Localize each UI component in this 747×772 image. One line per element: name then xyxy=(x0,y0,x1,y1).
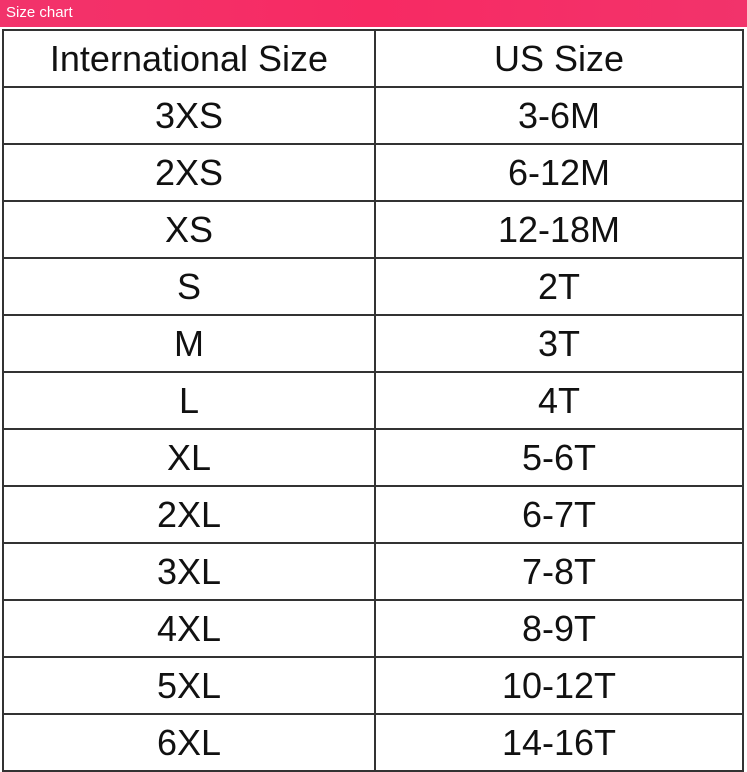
international-size-cell: 3XL xyxy=(2,542,376,601)
international-size-cell: 2XS xyxy=(2,143,376,202)
us-size-cell: 2T xyxy=(374,257,744,316)
us-size-cell: 6-12M xyxy=(374,143,744,202)
us-size-cell: 14-16T xyxy=(374,713,744,772)
international-size-cell: XS xyxy=(2,200,376,259)
international-size-cell: 2XL xyxy=(2,485,376,544)
us-size-cell: 7-8T xyxy=(374,542,744,601)
international-size-cell: L xyxy=(2,371,376,430)
international-size-cell: S xyxy=(2,257,376,316)
page-title: Size chart xyxy=(6,4,73,21)
table-row: L 4T xyxy=(2,371,744,430)
international-size-cell: 5XL xyxy=(2,656,376,715)
table-header-row: International Size US Size xyxy=(2,29,744,88)
table-row: 3XS 3-6M xyxy=(2,86,744,145)
us-size-cell: 5-6T xyxy=(374,428,744,487)
table-row: XL 5-6T xyxy=(2,428,744,487)
size-chart-table: International Size US Size 3XS 3-6M 2XS 6-1… xyxy=(2,29,744,772)
table-row: 6XL 14-16T xyxy=(2,713,744,772)
table-row: M 3T xyxy=(2,314,744,373)
us-size-cell: 4T xyxy=(374,371,744,430)
us-size-cell: 6-7T xyxy=(374,485,744,544)
table-row: 5XL 10-12T xyxy=(2,656,744,715)
title-bar: Size chart xyxy=(0,0,747,27)
us-size-cell: 10-12T xyxy=(374,656,744,715)
table-row: 2XS 6-12M xyxy=(2,143,744,202)
international-size-cell: XL xyxy=(2,428,376,487)
us-size-cell: 12-18M xyxy=(374,200,744,259)
table-row: 3XL 7-8T xyxy=(2,542,744,601)
table-row: S 2T xyxy=(2,257,744,316)
us-size-cell: 3-6M xyxy=(374,86,744,145)
international-size-cell: 3XS xyxy=(2,86,376,145)
us-size-cell: 3T xyxy=(374,314,744,373)
us-size-cell: 8-9T xyxy=(374,599,744,658)
column-header-international-size: International Size xyxy=(2,29,376,88)
international-size-cell: M xyxy=(2,314,376,373)
table-row: XS 12-18M xyxy=(2,200,744,259)
international-size-cell: 6XL xyxy=(2,713,376,772)
column-header-us-size: US Size xyxy=(374,29,744,88)
international-size-cell: 4XL xyxy=(2,599,376,658)
table-row: 2XL 6-7T xyxy=(2,485,744,544)
table-row: 4XL 8-9T xyxy=(2,599,744,658)
